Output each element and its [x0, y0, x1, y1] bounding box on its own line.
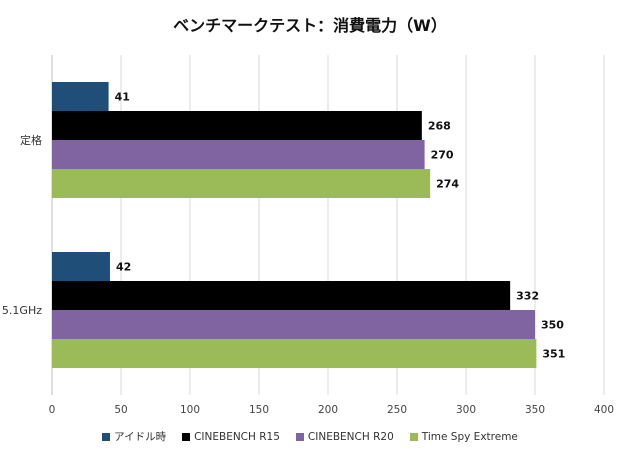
bar: [52, 140, 425, 169]
legend-swatch: [409, 432, 418, 441]
chart-title: ベンチマークテスト：消費電力（W）: [173, 16, 447, 35]
bar: [52, 82, 109, 111]
bar: [52, 111, 422, 140]
legend-swatch: [182, 432, 191, 441]
x-tick-label: 0: [49, 404, 56, 416]
legend-item: CINEBENCH R15: [182, 429, 280, 444]
category-label: 5.1GHz: [2, 304, 42, 317]
x-tick-label: 50: [114, 404, 127, 416]
legend-swatch: [102, 432, 111, 441]
category-label: 定格: [20, 133, 42, 147]
data-label: 332: [516, 290, 539, 303]
x-tick-label: 100: [180, 404, 200, 416]
x-tick-label: 400: [594, 404, 614, 416]
bar: [52, 252, 110, 281]
bar: [52, 310, 535, 339]
legend-item: Time Spy Extreme: [409, 429, 518, 444]
data-label: 42: [116, 261, 131, 274]
x-tick-label: 300: [456, 404, 476, 416]
x-tick-label: 350: [525, 404, 545, 416]
bar: [52, 339, 537, 368]
bar: [52, 169, 431, 198]
legend-label: CINEBENCH R20: [307, 430, 394, 443]
data-label: 270: [431, 149, 454, 162]
legend: アイドル時 CINEBENCH R15 CINEBENCH R20 Time Spy …: [0, 429, 620, 444]
legend-label: Time Spy Extreme: [421, 430, 518, 443]
legend-label: アイドル時: [114, 431, 167, 443]
legend-item: アイドル時: [102, 429, 166, 444]
legend-label: CINEBENCH R15: [194, 430, 280, 443]
x-tick-label: 200: [318, 404, 338, 416]
x-tick-label: 250: [387, 404, 407, 416]
data-label: 41: [115, 91, 130, 104]
legend-item: CINEBENCH R20: [295, 429, 394, 444]
data-label: 268: [428, 120, 451, 133]
data-label: 350: [541, 319, 564, 332]
x-tick-label: 150: [249, 404, 269, 416]
data-label: 274: [436, 178, 459, 191]
legend-swatch: [295, 432, 304, 441]
data-label: 351: [542, 348, 565, 361]
bar: [52, 281, 511, 310]
